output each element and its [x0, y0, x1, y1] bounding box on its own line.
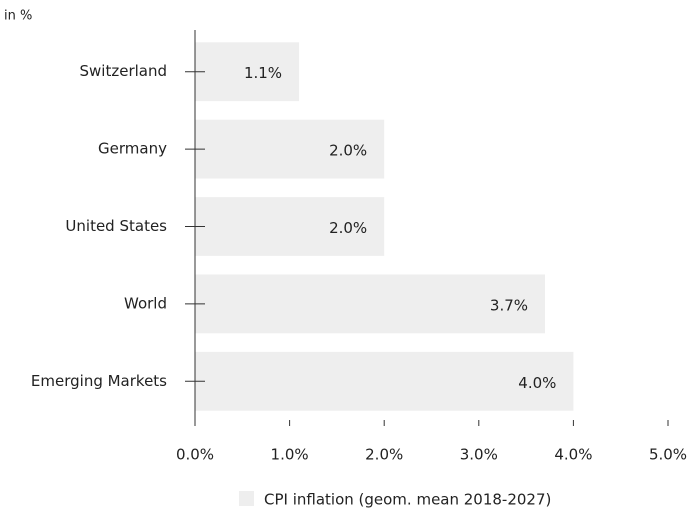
x-tick-label: 5.0%: [649, 446, 687, 464]
x-tick-label: 0.0%: [176, 446, 214, 464]
value-label: 2.0%: [329, 142, 367, 160]
value-label: 4.0%: [518, 374, 556, 392]
y-tick-label: Switzerland: [80, 62, 168, 80]
value-label: 2.0%: [329, 219, 367, 237]
bar: [195, 351, 574, 411]
x-tick-label: 4.0%: [554, 446, 592, 464]
legend-swatch: [239, 491, 254, 506]
y-tick-label: Emerging Markets: [31, 372, 167, 390]
legend-label: CPI inflation (geom. mean 2018-2027): [264, 491, 551, 509]
y-tick-label: Germany: [98, 140, 167, 158]
bar: [195, 42, 300, 102]
unit-label: in %: [4, 9, 32, 24]
x-tick-label: 2.0%: [365, 446, 403, 464]
bar: [195, 197, 385, 256]
y-tick-label: United States: [65, 217, 167, 235]
x-tick-label: 3.0%: [460, 446, 498, 464]
value-label: 3.7%: [490, 296, 528, 314]
value-label: 1.1%: [244, 64, 282, 82]
x-tick-label: 1.0%: [271, 446, 309, 464]
bar: [195, 274, 546, 334]
bar: [195, 119, 385, 179]
y-tick-label: World: [124, 294, 167, 312]
